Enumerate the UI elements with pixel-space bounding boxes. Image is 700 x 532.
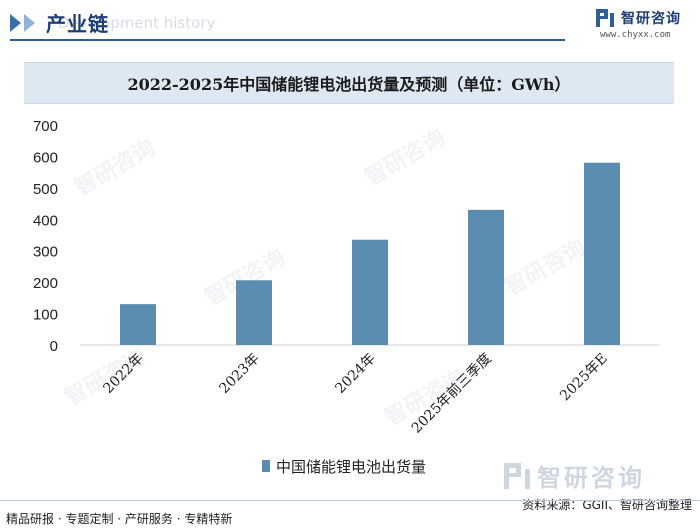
bar <box>584 162 620 345</box>
chart-title: 2022-2025年中国储能锂电池出货量及预测（单位：GWh） <box>127 75 571 94</box>
legend-label: 中国储能锂电池出货量 <box>276 458 426 476</box>
y-tick-label: 300 <box>33 244 58 261</box>
brand-mark-icon <box>596 9 616 27</box>
footer-brand-logo: 智研咨询 <box>504 458 645 493</box>
footer-brand-name: 智研咨询 <box>537 464 645 492</box>
bar <box>236 280 272 345</box>
section-title: 产业链 <box>46 12 109 36</box>
brand-url: www.chyxx.com <box>600 30 671 40</box>
brand-logo: 智研咨询 www.chyxx.com <box>596 8 696 40</box>
y-tick-label: 600 <box>33 149 58 166</box>
y-tick-label: 700 <box>33 118 58 135</box>
bar-chart: 0 100 200 300 400 500 600 700 2022年 2023年 2024年 202… <box>33 118 660 476</box>
x-tick-label: 2022年 <box>100 351 146 397</box>
x-tick-label: 2025年E <box>557 351 611 405</box>
bar <box>468 209 504 345</box>
y-tick-label: 500 <box>33 181 58 198</box>
page-header: Development history 产业链 智研咨询 www.chyxx.c… <box>0 0 700 48</box>
chart-title-bar: 2022-2025年中国储能锂电池出货量及预测（单位：GWh） <box>24 62 674 104</box>
footer-divider <box>0 500 700 501</box>
brand-name: 智研咨询 <box>621 11 681 27</box>
bar <box>352 239 388 345</box>
footer-services: 精品研报 · 专题定制 · 产研服务 · 专精特新 <box>6 512 233 526</box>
x-tick-label: 2023年 <box>216 351 262 397</box>
header-divider <box>10 39 565 41</box>
y-tick-label: 0 <box>50 338 58 355</box>
y-tick-label: 200 <box>33 275 58 292</box>
chevron-right-icon <box>24 13 35 32</box>
brand-mark-icon <box>504 462 532 489</box>
x-tick-label: 2024年 <box>332 351 378 397</box>
header-faint-text: Development history <box>58 14 216 32</box>
x-tick-label: 2025年前三季度 <box>408 350 495 437</box>
header-title-group: 产业链 <box>10 8 109 37</box>
legend-swatch <box>262 460 270 472</box>
data-source: 资料来源：GGII、智研咨询整理 <box>522 498 692 512</box>
bar <box>120 304 156 345</box>
chevron-right-icon <box>10 13 21 32</box>
y-tick-label: 400 <box>33 212 58 229</box>
y-tick-label: 100 <box>33 307 58 324</box>
